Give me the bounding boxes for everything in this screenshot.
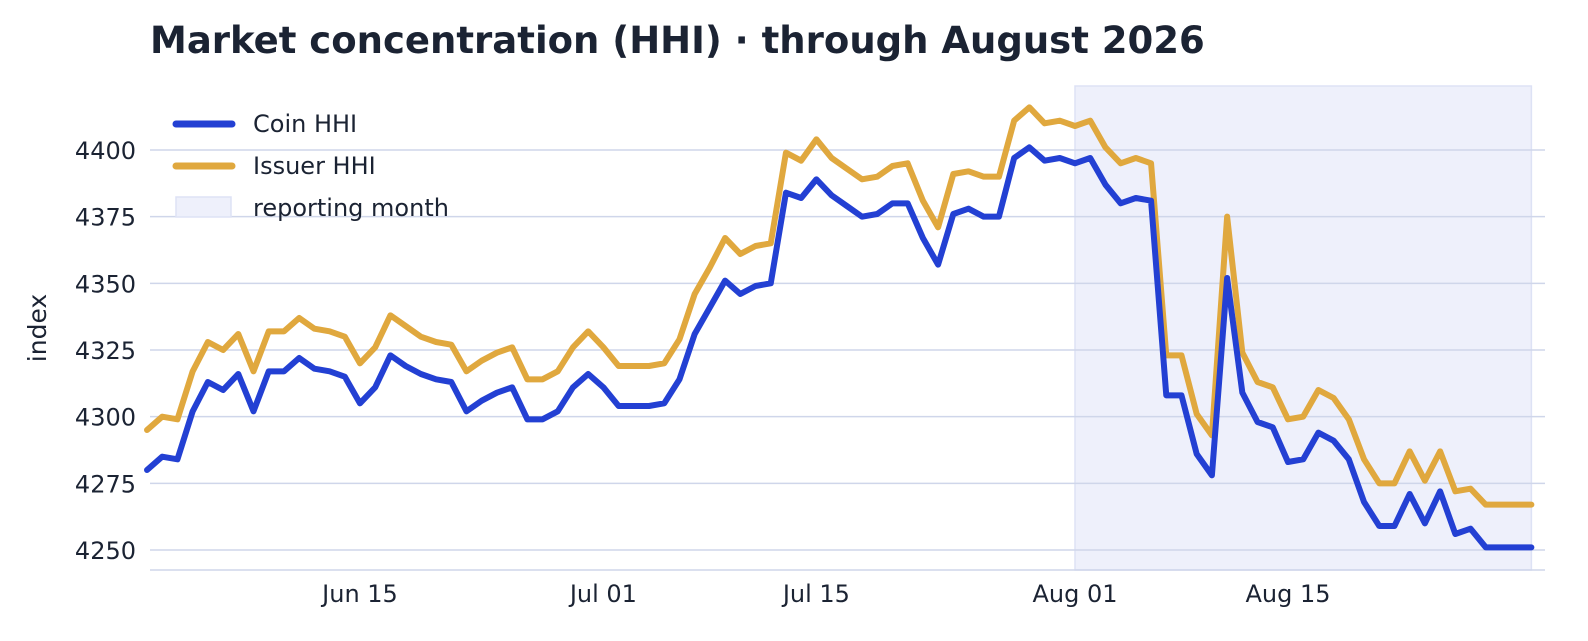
legend: Coin HHI Issuer HHI reporting month bbox=[172, 110, 449, 222]
legend-label-issuer-hhi: Issuer HHI bbox=[253, 152, 376, 180]
y-tick-label: 4375 bbox=[75, 204, 136, 232]
y-tick-label: 4325 bbox=[75, 337, 136, 365]
series-line-issuer-hhi bbox=[144, 104, 1535, 508]
x-tick-label: Aug 01 bbox=[1032, 580, 1117, 608]
x-tick-label: Jun 15 bbox=[320, 580, 398, 608]
legend-label-coin-hhi: Coin HHI bbox=[253, 110, 357, 138]
y-axis-label: index bbox=[23, 294, 52, 362]
series-line-coin-hhi bbox=[144, 144, 1535, 551]
x-tick-label: Jul 01 bbox=[568, 580, 637, 608]
legend-label-reporting-month: reporting month bbox=[253, 194, 449, 222]
legend-swatch-reporting-month bbox=[175, 196, 232, 218]
y-tick-label: 4250 bbox=[75, 537, 136, 565]
y-tick-label: 4300 bbox=[75, 404, 136, 432]
x-tick-label: Aug 15 bbox=[1245, 580, 1330, 608]
chart-title: Market concentration (HHI) · through Aug… bbox=[150, 19, 1205, 62]
y-axis: 4250 4275 4300 4325 4350 4375 4400 bbox=[75, 137, 136, 565]
gridlines bbox=[150, 149, 1545, 571]
y-tick-label: 4275 bbox=[75, 470, 136, 498]
y-tick-label: 4400 bbox=[75, 137, 136, 165]
x-tick-label: Jul 15 bbox=[781, 580, 850, 608]
series-lines bbox=[144, 104, 1535, 551]
y-tick-label: 4350 bbox=[75, 270, 136, 298]
x-axis: Jun 15 Jul 01 Jul 15 Aug 01 Aug 15 bbox=[320, 580, 1330, 608]
